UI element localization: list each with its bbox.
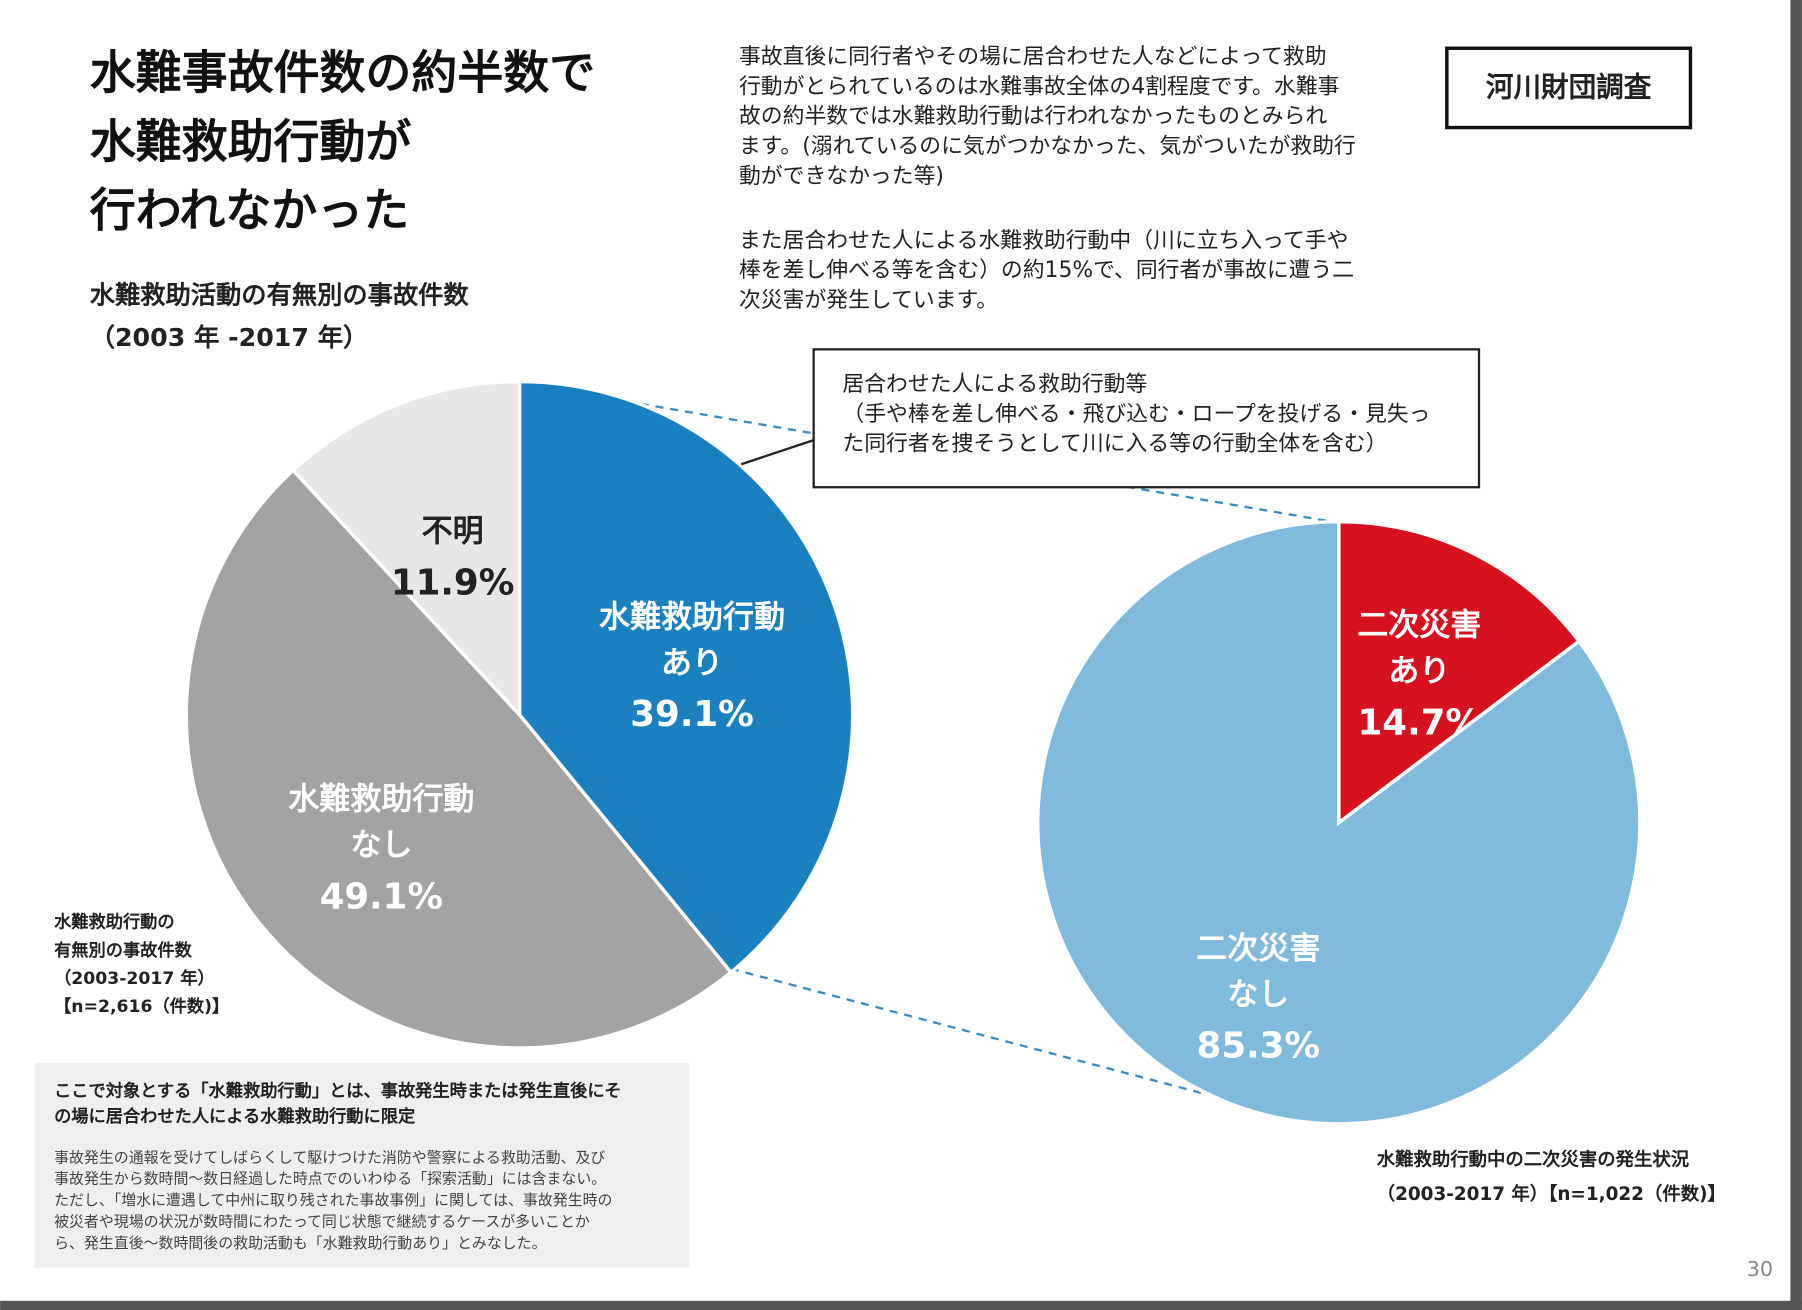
title: 行われなかった <box>90 183 409 237</box>
slice-value-label: 49.1% <box>320 876 444 917</box>
body-text: 次災害が発生しています。 <box>739 288 998 313</box>
frame <box>0 1300 1802 1310</box>
slice-value-label: 11.9% <box>391 562 515 603</box>
connector-line <box>522 382 1340 524</box>
slice-label: なし <box>1227 977 1289 1013</box>
connector-line <box>730 967 1219 1099</box>
chart-caption: （2003-2017 年）【n=1,022（件数)】 <box>1377 1183 1726 1205</box>
callout-pointer <box>740 439 815 466</box>
definition-heading: の場に居合わせた人による水難救助行動に限定 <box>54 1106 416 1127</box>
frame <box>1790 0 1802 1310</box>
callout-text: た同行者を捜そうとして川に入る等の行動全体を含む） <box>842 432 1387 457</box>
pie-slice <box>1337 519 1582 827</box>
slice-label: なし <box>350 828 412 864</box>
source-box <box>1445 46 1693 130</box>
definition-heading: ここで対象とする「水難救助行動」とは、事故発生時または発生直後にそ <box>54 1081 621 1102</box>
slice-label: 水難救助行動 <box>599 600 785 636</box>
body-text: また居合わせた人による水難救助行動中（川に立ち入って手や <box>739 228 1348 253</box>
pie-slice <box>1036 519 1642 1126</box>
slice-value-label: 39.1% <box>630 694 754 735</box>
definition-text: ただし、「増水に遭遇して中州に取り残された事故事例」に関しては、事故発生時の <box>54 1191 612 1209</box>
definition-text: 被災者や現場の状況が数時間にわたって同じ状態で継続するケースが多いことか <box>54 1212 590 1230</box>
slice-value-label: 85.3% <box>1197 1026 1321 1067</box>
callout-text: 居合わせた人による救助行動等 <box>842 372 1147 397</box>
body-text: 故の約半数では水難救助行動は行われなかったものとみられ <box>739 104 1327 129</box>
body-text: 動ができなかった等) <box>739 164 944 189</box>
slice-label: あり <box>1388 654 1450 690</box>
title: 水難事故件数の約半数で <box>90 45 595 99</box>
body-text: 行動がとられているのは水難事故全体の4割程度です。水難事 <box>739 74 1339 99</box>
slice-label: あり <box>661 645 723 681</box>
callout-box <box>812 348 1481 489</box>
chart-caption: 水難救助行動の <box>54 912 175 933</box>
chart-caption: （2003-2017 年） <box>54 968 215 989</box>
pie-slice <box>517 379 855 975</box>
connectors <box>522 382 1340 1099</box>
body-text: 事故直後に同行者やその場に居合わせた人などによって救助 <box>739 44 1327 69</box>
body-text: 棒を差し伸べる等を含む）の約15%で、同行者が事故に遭う二 <box>739 258 1354 283</box>
slice-label: 水難救助行動 <box>288 782 474 818</box>
chart-caption: 水難救助行動中の二次災害の発生状況 <box>1377 1149 1690 1171</box>
title: 水難救助行動が <box>90 114 412 168</box>
slice-label: 不明 <box>422 514 484 550</box>
definition-text: 事故発生から数時間～数日経過した時点でのいわゆる「探索活動」には含まない。 <box>54 1170 606 1188</box>
page-number: 30 <box>1747 1257 1773 1281</box>
source: 河川財団調査 <box>1486 70 1652 103</box>
pie-slice <box>290 379 522 720</box>
slice-label: 二次災害 <box>1357 608 1481 644</box>
subtitle: 水難救助活動の有無別の事故件数 <box>90 280 470 309</box>
chart-caption: 有無別の事故件数 <box>54 940 193 961</box>
subtitle: （2003 年 -2017 年） <box>90 323 369 352</box>
definition-box <box>34 1062 690 1268</box>
slice-label: 二次災害 <box>1196 931 1320 967</box>
definition-text: ら、発生直後～数時間後の救助活動も「水難救助行動あり」とみなした。 <box>54 1234 546 1252</box>
body-text: ます。(溺れているのに気がつかなかった、気がついたが救助行 <box>739 134 1356 159</box>
callout-text: （手や棒を差し伸べる・飛び込む・ロープを投げる・見失っ <box>842 402 1430 427</box>
pie-slice <box>184 467 734 1050</box>
definition-text: 事故発生の通報を受けてしばらくして駆けつけた消防や警察による救助活動、及び <box>54 1148 605 1166</box>
chart-caption: 【n=2,616（件数)】 <box>54 996 229 1017</box>
